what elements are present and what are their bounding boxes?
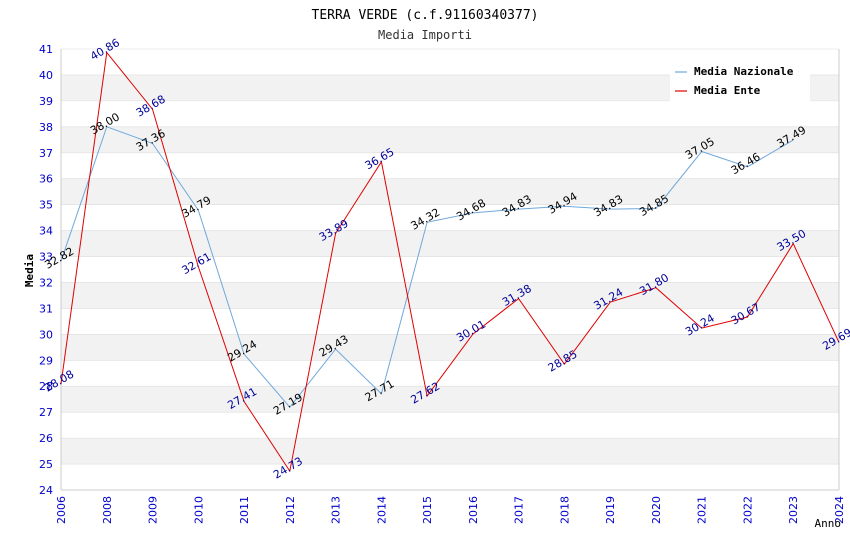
data-label-nazionale: 32.82 [42,245,76,272]
y-tick-label: 37 [39,147,53,160]
legend-label-media-nazionale: Media Nazionale [694,65,794,78]
y-tick-label: 26 [39,432,53,445]
band [61,178,839,205]
x-tick-label: 2006 [55,496,68,524]
series-line-nazionale [60,126,794,408]
chart-subtitle: Media Importi [378,28,472,42]
y-tick-label: 29 [39,354,53,367]
x-tick-label: 2024 [833,496,846,524]
y-tick-label: 28 [39,380,53,393]
series-line-ente [60,51,840,473]
series-lines [60,51,840,473]
band [61,282,839,309]
y-axis-label: Media [23,254,36,287]
axes [60,49,840,491]
x-tick-label: 2023 [787,496,800,524]
legend-label-media-ente: Media Ente [694,84,761,97]
y-tick-label: 36 [39,173,53,186]
x-axis-label: Anno [815,517,842,530]
band [61,126,839,153]
x-tick-label: 2012 [284,496,297,524]
chart-title: TERRA VERDE (c.f.91160340377) [312,8,539,23]
band [61,386,839,413]
band [61,334,839,361]
y-tick-label: 41 [39,43,53,56]
data-labels: 32.8238.0037.3634.7929.2427.1929.4327.71… [42,36,850,481]
legend-box [670,60,810,102]
y-tick-label: 30 [39,328,53,341]
y-tick-label: 24 [39,484,53,497]
x-tick-label: 2020 [650,496,663,524]
y-tick-label: 39 [39,95,53,108]
x-tick-label: 2013 [330,496,343,524]
background-bands [61,74,839,465]
x-tick-label: 2017 [513,496,526,524]
x-tick-label: 2008 [101,496,114,524]
y-tick-label: 38 [39,121,53,134]
y-tick-label: 25 [39,458,53,471]
y-tick-labels: 24 25 26 27 28 29 30 31 32 33 34 35 36 37 38 39 40 41 [39,43,53,497]
x-tick-label: 2014 [375,496,388,524]
legend: Media Nazionale Media Ente [670,60,810,102]
x-tick-label: 2010 [192,496,205,524]
y-tick-label: 34 [39,225,53,238]
y-tick-label: 40 [39,69,53,82]
x-tick-label: 2021 [696,496,709,524]
band [61,438,839,465]
x-tick-label: 2015 [421,496,434,524]
x-tick-label: 2019 [604,496,617,524]
x-tick-label: 2016 [467,496,480,524]
y-tick-label: 27 [39,406,53,419]
data-label-ente: 40.86 [88,36,122,63]
grid-lines [61,48,839,491]
x-tick-label: 2018 [558,496,571,524]
y-tick-label: 31 [39,302,53,315]
data-label-nazionale: 36.46 [729,150,763,177]
x-tick-labels: 2006 2008 2009 2010 2011 2012 2013 2014 2015 2016… [55,496,846,524]
y-tick-label: 35 [39,199,53,212]
y-tick-label: 33 [39,251,53,264]
x-tick-label: 2022 [741,496,754,524]
y-tick-label: 32 [39,276,53,289]
band [61,230,839,257]
x-tick-label: 2011 [238,496,251,524]
x-tick-label: 2009 [147,496,160,524]
